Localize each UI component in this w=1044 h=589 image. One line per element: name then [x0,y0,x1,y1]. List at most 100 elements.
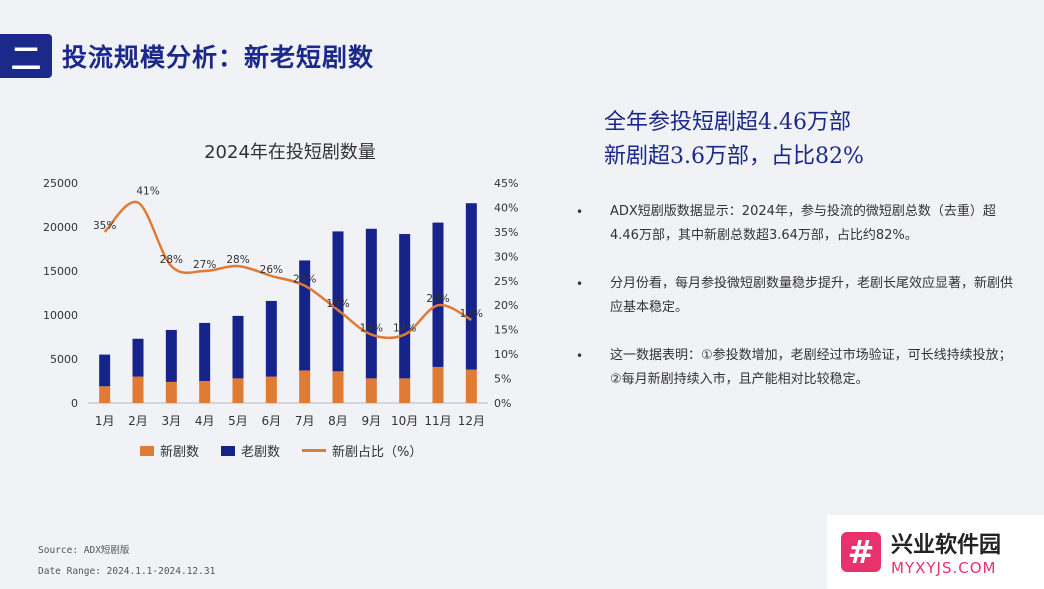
bullet-list: • ADX短剧版数据显示：2024年，参与投流的微短剧总数（去重）超4.46万部… [576,200,1016,416]
y-right-tick-label: 45% [494,177,518,190]
bar-new [332,371,344,403]
y-left-tick-label: 20000 [43,221,78,234]
x-tick-label: 4月 [195,414,215,428]
y-left-tick-label: 10000 [43,309,78,322]
bar-old [132,338,144,377]
bar-new [399,378,411,403]
date-range-note: Date Range: 2024.1.1-2024.12.31 [38,566,216,577]
watermark-cn: 兴业软件园 [891,533,1002,558]
share-data-label: 28% [226,254,249,266]
y-right-tick-label: 30% [494,250,518,263]
bar-old [99,354,111,387]
source-note: Source: ADX短剧版 [38,545,130,556]
y-right-tick-label: 0% [494,397,511,410]
bar-new [99,386,111,403]
share-data-label: 35% [93,220,116,232]
bar-new [232,378,244,403]
bullet-item: • 这一数据表明：①参投数增加，老剧经过市场验证，可长线持续投放；②每月新剧持续… [576,344,1016,392]
x-tick-label: 6月 [262,414,282,428]
bar-new [465,369,477,403]
share-data-label: 14% [393,323,416,335]
y-left-tick-label: 25000 [43,177,78,190]
legend-swatch-new [140,445,154,456]
x-tick-label: 8月 [328,414,348,428]
bar-old [432,222,444,367]
bar-old [365,228,377,379]
headline-line-2: 新剧超3.6万部，占比82% [604,144,864,169]
bullet-item: • ADX短剧版数据显示：2024年，参与投流的微短剧总数（去重）超4.46万部… [576,200,1016,248]
legend-label-new: 新剧数 [160,445,200,460]
watermark-text: 兴业软件园 MYXYJS.COM [891,527,1001,577]
y-left-tick-label: 15000 [43,265,78,278]
share-data-label: 28% [160,254,183,266]
legend-item-new: 新剧数 [140,441,199,460]
y-right-tick-label: 40% [494,201,518,214]
x-tick-label: 3月 [162,414,182,428]
share-data-label: 14% [360,323,383,335]
combo-chart: 0 5000 10000 15000 20000 25000 0% 5% 10% 15% 20% 25… [43,177,518,428]
share-data-label: 20% [426,293,449,305]
bullet-dot: • [576,277,584,291]
section-number-badge: 二 [0,34,52,78]
y-right-tick-label: 20% [494,299,518,312]
headline-line-1: 全年参投短剧超4.46万部 [604,110,851,135]
bullet-dot: • [576,205,584,219]
y-right-tick-label: 5% [494,373,511,386]
y-right-tick-label: 10% [494,348,518,361]
x-tick-label: 1月 [95,414,115,428]
bar-new [165,381,177,403]
share-data-label: 27% [193,259,216,271]
bullet-item: • 分月份看，每月参投微短剧数量稳步提升，老剧长尾效应显著，新剧供应基本稳定。 [576,272,1016,320]
bullet-text: ADX短剧版数据显示：2024年，参与投流的微短剧总数（去重）超4.46万部，其… [610,204,996,243]
x-tick-label: 5月 [228,414,248,428]
y-left-tick-label: 0 [71,397,78,410]
bar-old [232,315,244,379]
y-right-tick-label: 15% [494,324,518,337]
bar-new [432,366,444,403]
share-data-label: 19% [326,298,349,310]
x-tick-label: 9月 [362,414,382,428]
bar-new [265,376,277,403]
legend-item-share: 新剧占比（%） [302,441,422,460]
bar-old [165,329,177,382]
bullet-text: 这一数据表明：①参投数增加，老剧经过市场验证，可长线持续投放；②每月新剧持续入市… [610,348,1012,387]
bar-old [199,322,211,381]
legend-swatch-old [221,445,236,456]
x-tick-label: 12月 [458,414,485,428]
chart-title: 2024年在投短剧数量 [204,142,376,163]
bar-new [299,370,311,403]
bar-old [332,231,344,372]
y-right-tick-label: 35% [494,226,518,239]
share-data-label: 24% [293,274,316,286]
x-tick-label: 11月 [424,414,451,428]
share-line [103,200,472,340]
share-data-label: 26% [260,264,283,276]
x-tick-label: 10月 [391,414,418,428]
share-data-label: 17% [460,308,483,320]
chart-legend: 新剧数 老剧数 新剧占比（%） [140,441,422,460]
bullet-dot: • [576,349,584,363]
legend-label-old: 老剧数 [241,445,281,460]
bar-new [132,376,144,403]
bar-old [265,300,277,377]
headline: 全年参投短剧超4.46万部 新剧超3.6万部，占比82% [604,106,864,174]
bar-new [365,378,377,403]
y-left-tick-label: 5000 [50,353,78,366]
page-title: 投流规模分析：新老短剧数 [62,43,375,72]
x-tick-label: 7月 [295,414,315,428]
watermark-en: MYXYJS.COM [891,559,997,577]
bar-old [465,203,477,370]
share-data-label: 41% [136,186,159,198]
bar-old [399,234,411,379]
bullet-text: 分月份看，每月参投微短剧数量稳步提升，老剧长尾效应显著，新剧供应基本稳定。 [610,276,1014,315]
site-watermark: # 兴业软件园 MYXYJS.COM [827,515,1044,589]
x-tick-label: 2月 [128,414,148,428]
bar-new [199,381,211,403]
legend-item-old: 老剧数 [221,441,280,460]
bar-old [299,260,311,371]
legend-swatch-share [302,449,327,452]
watermark-logo-icon: # [841,532,881,572]
legend-label-share: 新剧占比（%） [332,445,423,460]
y-right-tick-label: 25% [494,275,518,288]
